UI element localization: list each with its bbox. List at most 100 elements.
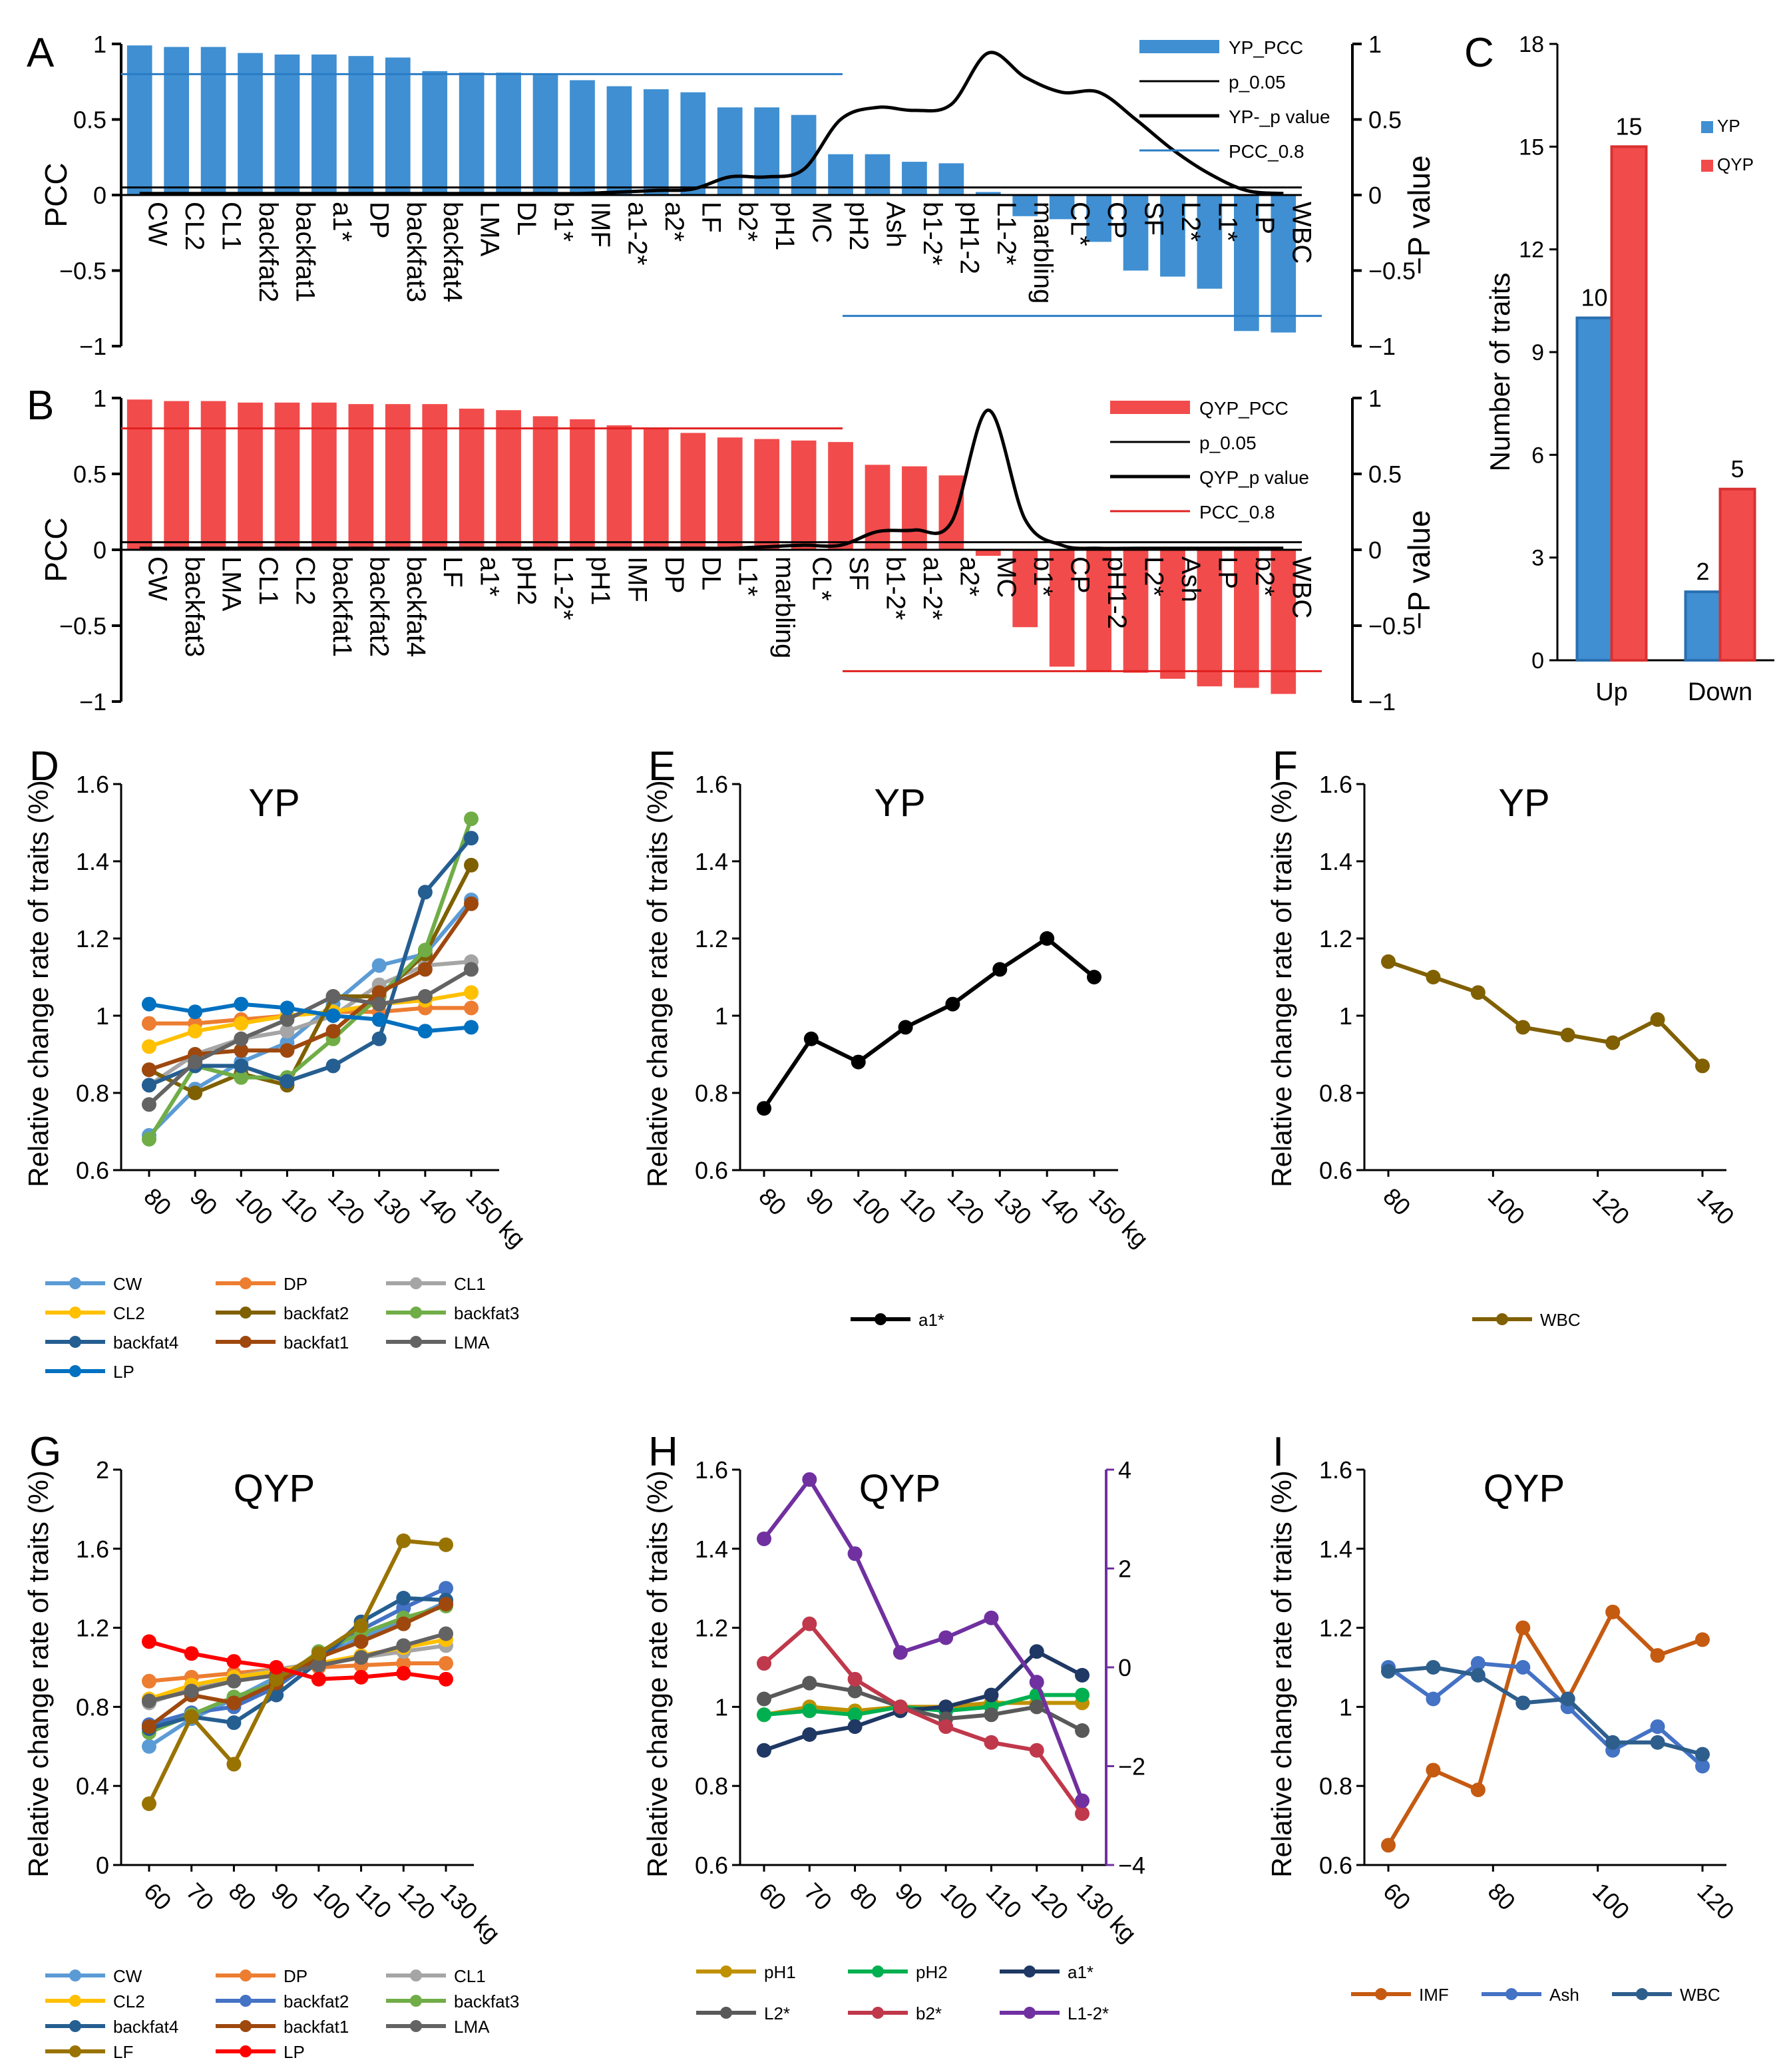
- category-label: CP: [1102, 202, 1131, 239]
- data-point: [417, 1024, 433, 1039]
- data-point: [1650, 1735, 1665, 1750]
- data-point: [142, 1078, 156, 1093]
- data-point: [893, 1699, 908, 1715]
- pcc-bar: [422, 71, 448, 195]
- data-point: [1426, 1762, 1441, 1778]
- panel-G: G QYP 0 0.4 0.8 1.2 1.6 2 Relative change rate o…: [23, 1429, 519, 2062]
- data-point: [142, 1062, 156, 1078]
- data-point: [1075, 1806, 1090, 1821]
- y-tick-label: 1.6: [76, 1536, 109, 1563]
- y-tick-label: 1: [93, 31, 106, 58]
- legend-label: b2*: [916, 2003, 942, 2023]
- data-point: [1695, 1759, 1710, 1774]
- data-point: [142, 1132, 156, 1147]
- series-line: [763, 1621, 1084, 1815]
- panel-letter: F: [1273, 743, 1298, 789]
- pcc-bar: [1160, 195, 1185, 277]
- x-tick-label: 70: [181, 1878, 219, 1916]
- category-label: L2*: [1176, 202, 1205, 242]
- x-tick-label: 80: [1483, 1878, 1521, 1916]
- x-tick-label: 120: [1587, 1183, 1635, 1230]
- y-tick-label: 0.8: [1319, 1772, 1352, 1800]
- y-axis-title: Relative change rate of traits (%): [23, 1470, 54, 1878]
- legend-label: p_0.05: [1229, 72, 1286, 93]
- data-point: [234, 1016, 249, 1031]
- data-point: [1560, 1028, 1575, 1042]
- y2-tick-label: 0: [1368, 182, 1382, 209]
- data-point: [226, 1654, 242, 1669]
- y-axis-title: PCC: [39, 162, 73, 227]
- pcc-bar: [865, 465, 891, 550]
- data-point: [417, 942, 433, 958]
- data-point: [226, 1715, 242, 1731]
- category-label: IMF: [622, 556, 652, 602]
- y2-tick-label: −2: [1118, 1753, 1145, 1780]
- data-point: [464, 857, 479, 873]
- category-label: backfat4: [438, 202, 467, 302]
- pcc-bar: [164, 47, 190, 195]
- data-point: [142, 1796, 156, 1811]
- pcc-bar: [754, 107, 780, 195]
- x-tick-label: 150 kg: [461, 1183, 530, 1253]
- pcc-bar: [938, 163, 964, 195]
- x-tick-label: 110: [895, 1183, 942, 1229]
- data-point: [1695, 1632, 1710, 1647]
- category-label: LP: [1213, 556, 1242, 589]
- legend-label: PCC_0.8: [1229, 141, 1304, 162]
- legend-marker: [1024, 2007, 1036, 2019]
- y-tick-label: 1.2: [76, 925, 109, 952]
- category-label: IMF: [586, 202, 615, 248]
- bar-value-label: 15: [1615, 112, 1642, 140]
- legend-marker: [410, 1277, 422, 1289]
- pcc-bar: [606, 86, 632, 195]
- data-point: [439, 1671, 453, 1687]
- data-point: [280, 1024, 295, 1039]
- y-tick-label: −0.5: [59, 612, 106, 640]
- panel-A: A 1 0.5 0 −0.5 −1 PCC 1 0.5 0 −0.5 −1 −P value CW CL2 C…: [27, 30, 1436, 360]
- category-label: backfat2: [364, 556, 393, 657]
- legend-label: L1-2*: [1068, 2003, 1109, 2023]
- data-point: [1040, 931, 1055, 946]
- legend-label: backfat3: [454, 1991, 519, 2011]
- y2-tick-label: 0.5: [1368, 106, 1402, 134]
- legend-marker: [69, 2045, 81, 2057]
- y-tick-label: 0: [93, 536, 106, 564]
- data-point: [898, 1020, 913, 1035]
- pcc-bar: [828, 154, 853, 195]
- x-tick-label: 70: [799, 1878, 837, 1916]
- pcc-bar: [532, 74, 558, 196]
- legend-label: p_0.05: [1199, 433, 1257, 453]
- pcc-bar: [348, 56, 374, 195]
- y-tick-label: −1: [79, 333, 106, 360]
- legend-label: a1*: [1068, 1962, 1093, 1982]
- y-axis-title: Number of traits: [1484, 273, 1515, 472]
- legend-label: WBC: [1680, 1985, 1720, 2005]
- y-tick-label: 1.4: [76, 848, 109, 875]
- panel-F: F YP 0.6 0.8 1 1.2 1.4 1.6 Relative change rate …: [1266, 743, 1740, 1330]
- data-point: [757, 1101, 771, 1116]
- x-tick-label: 100: [1587, 1878, 1635, 1925]
- data-point: [1650, 1719, 1665, 1735]
- legend-label: backfat4: [113, 1333, 178, 1352]
- legend-label: DP: [284, 1274, 307, 1294]
- data-point: [1650, 1012, 1665, 1027]
- legend-label: CW: [113, 1274, 142, 1294]
- category-label: backfat4: [401, 556, 431, 657]
- count-bar: [1610, 145, 1648, 662]
- data-point: [803, 1031, 819, 1046]
- data-point: [439, 1656, 453, 1671]
- legend-swatch: [1139, 40, 1219, 53]
- data-point: [142, 1039, 156, 1054]
- x-tick-label: 120: [942, 1183, 990, 1230]
- data-point: [142, 1634, 156, 1649]
- pcc-bar: [717, 437, 743, 550]
- legend-label: pH2: [916, 1962, 948, 1982]
- legend-marker: [1375, 1988, 1387, 2000]
- p-value-curve: [139, 408, 1284, 550]
- category-label: LMA: [475, 202, 504, 257]
- category-label: CL2: [180, 202, 209, 250]
- bar-value-label: 2: [1696, 558, 1709, 585]
- data-point: [851, 1054, 866, 1070]
